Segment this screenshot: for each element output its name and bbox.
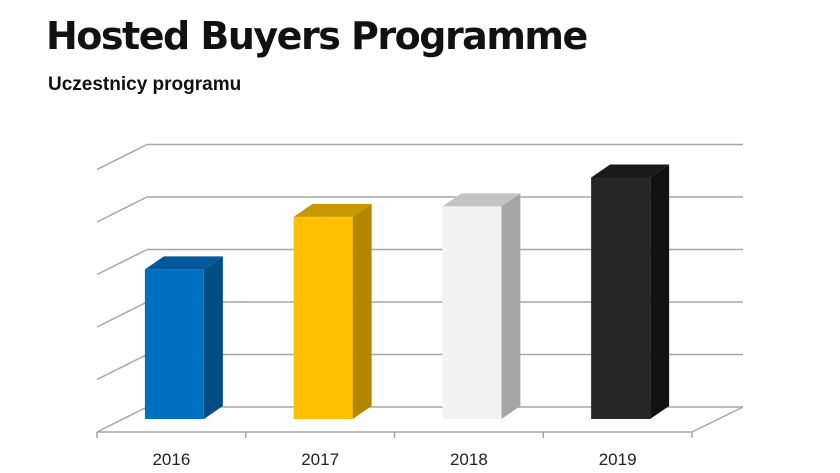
floor-right-edge — [691, 406, 744, 433]
x-tick-label-2019: 2019 — [599, 450, 637, 469]
x-tick-label-2016: 2016 — [152, 450, 190, 469]
gridline-side-3 — [96, 248, 148, 276]
x-tick-label-2018: 2018 — [450, 450, 488, 469]
bar-top-2018 — [442, 193, 521, 207]
bar-front-2016 — [144, 269, 204, 419]
bar-2017 — [293, 203, 372, 419]
bar-front-2019 — [591, 177, 651, 419]
bar-top-2019 — [591, 164, 670, 178]
gridline-side-2 — [96, 301, 148, 328]
bar-side-2016 — [203, 256, 223, 419]
bar-2018 — [442, 193, 521, 419]
gridline-side-0 — [96, 406, 148, 433]
bar-side-2018 — [501, 193, 521, 419]
bar-side-2019 — [650, 164, 670, 419]
page-subtitle: Uczestnicy programu — [48, 74, 242, 95]
bar-side-2017 — [352, 203, 372, 419]
bar-2016 — [144, 256, 223, 419]
x-tick-label-2017: 2017 — [301, 450, 339, 469]
gridline-side-1 — [96, 353, 148, 381]
bar-front-2018 — [442, 206, 502, 419]
page-title: Hosted Buyers Programme — [46, 14, 588, 58]
gridline-side-5 — [96, 143, 148, 171]
bar-front-2017 — [293, 216, 353, 419]
bar-top-2017 — [293, 203, 372, 217]
gridline-side-4 — [96, 196, 148, 223]
bar-top-2016 — [144, 256, 223, 270]
bars-layer — [144, 164, 670, 419]
x-axis-labels: 2016 2017 2018 2019 — [152, 450, 636, 469]
bar-2019 — [591, 164, 670, 419]
